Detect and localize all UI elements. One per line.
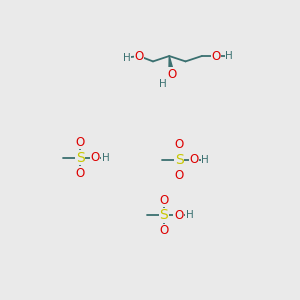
Text: H: H: [159, 79, 167, 89]
Text: O: O: [175, 138, 184, 151]
Text: O: O: [159, 224, 169, 237]
Text: O: O: [175, 169, 184, 182]
Text: H: H: [225, 51, 233, 61]
Text: O: O: [76, 136, 85, 149]
Text: H: H: [201, 155, 209, 165]
Text: S: S: [76, 151, 85, 165]
Text: S: S: [160, 208, 168, 222]
Text: H: H: [102, 153, 110, 163]
Text: O: O: [134, 50, 144, 62]
Text: O: O: [159, 194, 169, 206]
Polygon shape: [169, 56, 174, 75]
Text: O: O: [90, 151, 100, 164]
Text: S: S: [175, 153, 184, 167]
Text: H: H: [123, 52, 130, 63]
Text: O: O: [167, 68, 176, 81]
Text: O: O: [174, 209, 183, 222]
Text: O: O: [76, 167, 85, 180]
Text: O: O: [189, 154, 199, 166]
Text: H: H: [185, 210, 193, 220]
Text: O: O: [211, 50, 220, 62]
